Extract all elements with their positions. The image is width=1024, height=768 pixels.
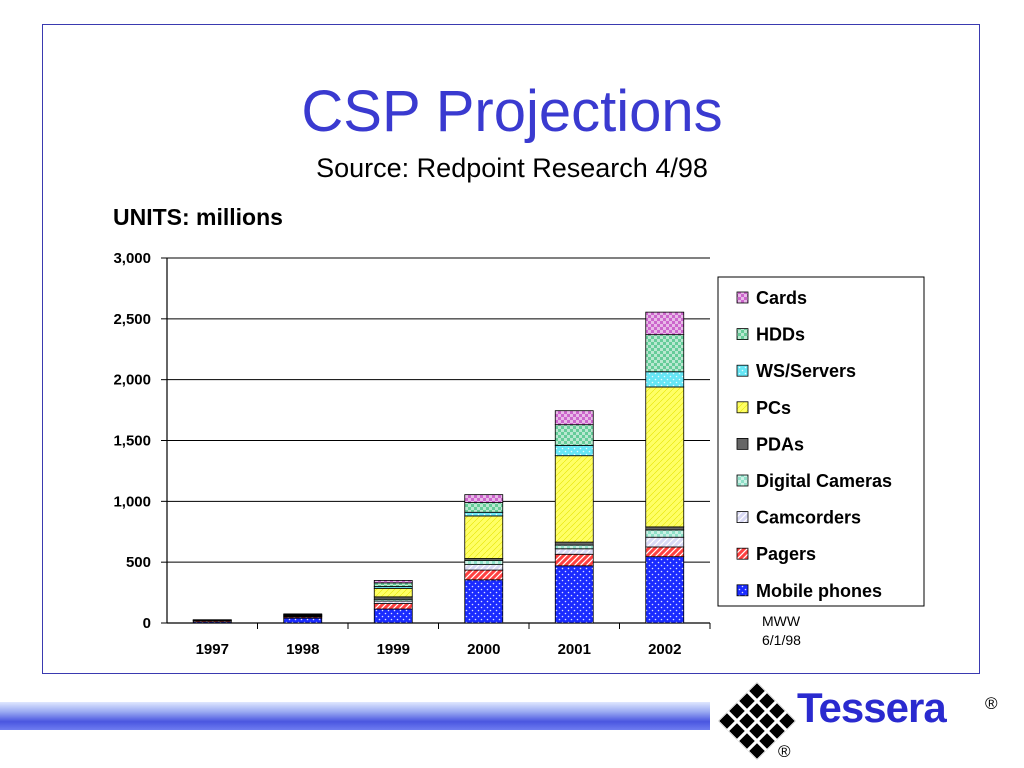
y-tick-label: 500: [126, 554, 151, 571]
bar-mobile-phones-1999: [373, 608, 413, 624]
bar-digital-cameras-2001: [554, 544, 594, 550]
note-initials: MWW: [762, 613, 801, 629]
bar-ws-servers-2001: [554, 444, 594, 457]
bar-pagers-2002: [645, 546, 685, 558]
legend-box: [717, 276, 925, 607]
tessera-logo-text: Tessera: [797, 684, 947, 731]
legend-swatch-pcs: [736, 401, 749, 414]
y-tick-label: 2,500: [113, 311, 151, 328]
legend-label-cards: Cards: [756, 288, 807, 308]
bar-ws-servers-2000: [464, 511, 504, 517]
bar-camcorders-2002: [645, 536, 685, 548]
bar-pcs-2001: [554, 455, 594, 543]
bar-pcs-2000: [464, 515, 504, 559]
legend-swatch-camcorders: [736, 511, 749, 524]
legend-label-ws-servers: WS/Servers: [756, 361, 856, 381]
bar-mobile-phones-2001: [554, 565, 594, 624]
bar-mobile-phones-2000: [464, 579, 504, 624]
bar-pdas-2002: [645, 526, 685, 531]
legend-label-pcs: PCs: [756, 398, 791, 418]
legend-label-mobile-phones: Mobile phones: [756, 581, 882, 601]
legend-swatch-cards: [736, 291, 749, 304]
bar-ws-servers-2002: [645, 371, 685, 388]
tessera-diamond-logo-icon: [718, 682, 796, 760]
bar-cards-2001: [554, 410, 594, 426]
slide-subtitle: Source: Redpoint Research 4/98: [316, 153, 708, 183]
legend-label-pdas: PDAs: [756, 434, 804, 454]
bar-pagers-1999: [373, 603, 413, 610]
x-tick-label: 1998: [286, 641, 319, 658]
legend-swatch-pdas: [736, 437, 749, 450]
bar-cards-1998: [283, 613, 323, 615]
slide-title: CSP Projections: [301, 79, 723, 144]
bar-digital-cameras-2002: [645, 529, 685, 538]
bar-pcs-1999: [373, 587, 413, 598]
y-tick-label: 1,500: [113, 433, 151, 450]
y-tick-label: 3,000: [113, 250, 151, 267]
registered-mark: ®: [985, 694, 998, 713]
bar-mobile-phones-2002: [645, 556, 685, 624]
legend-label-hdds: HDDs: [756, 325, 805, 345]
bar-mobile-phones-1998: [283, 617, 323, 624]
bar-hdds-2002: [645, 334, 685, 373]
legend-label-pagers: Pagers: [756, 544, 816, 564]
x-tick-label: 2000: [467, 641, 500, 658]
bar-digital-cameras-2000: [464, 559, 504, 566]
x-tick-label: 2002: [648, 641, 681, 658]
bar-pdas-1997: [192, 619, 232, 621]
bar-hdds-2001: [554, 424, 594, 446]
x-tick-label: 2001: [558, 641, 591, 658]
bar-pdas-2001: [554, 541, 594, 546]
legend-label-camcorders: Camcorders: [756, 508, 861, 528]
x-tick-label: 1999: [377, 641, 410, 658]
legend-swatch-digital-cameras: [736, 474, 749, 487]
y-tick-label: 2,000: [113, 372, 151, 389]
bar-pcs-2002: [645, 386, 685, 528]
bar-camcorders-2000: [464, 564, 504, 571]
y-tick-label: 1,000: [113, 493, 151, 510]
bar-cards-2000: [464, 494, 504, 503]
legend-swatch-ws-servers: [736, 364, 749, 377]
units-label: UNITS: millions: [113, 204, 283, 230]
bar-hdds-1999: [373, 582, 413, 587]
legend-swatch-hdds: [736, 328, 749, 341]
footer-band: [0, 702, 710, 730]
bar-cards-1999: [373, 580, 413, 584]
registered-mark-small: ®: [778, 742, 791, 761]
x-tick-label: 1997: [196, 641, 229, 658]
bar-pagers-2001: [554, 553, 594, 567]
bar-camcorders-2001: [554, 548, 594, 555]
y-tick-label: 0: [143, 615, 151, 632]
legend-swatch-pagers: [736, 547, 749, 560]
bar-hdds-2000: [464, 502, 504, 513]
legend-swatch-mobile-phones: [736, 584, 749, 597]
legend-label-digital-cameras: Digital Cameras: [756, 471, 892, 491]
bar-cards-2002: [645, 311, 685, 336]
note-date: 6/1/98: [762, 632, 801, 648]
bar-pagers-2000: [464, 569, 504, 581]
